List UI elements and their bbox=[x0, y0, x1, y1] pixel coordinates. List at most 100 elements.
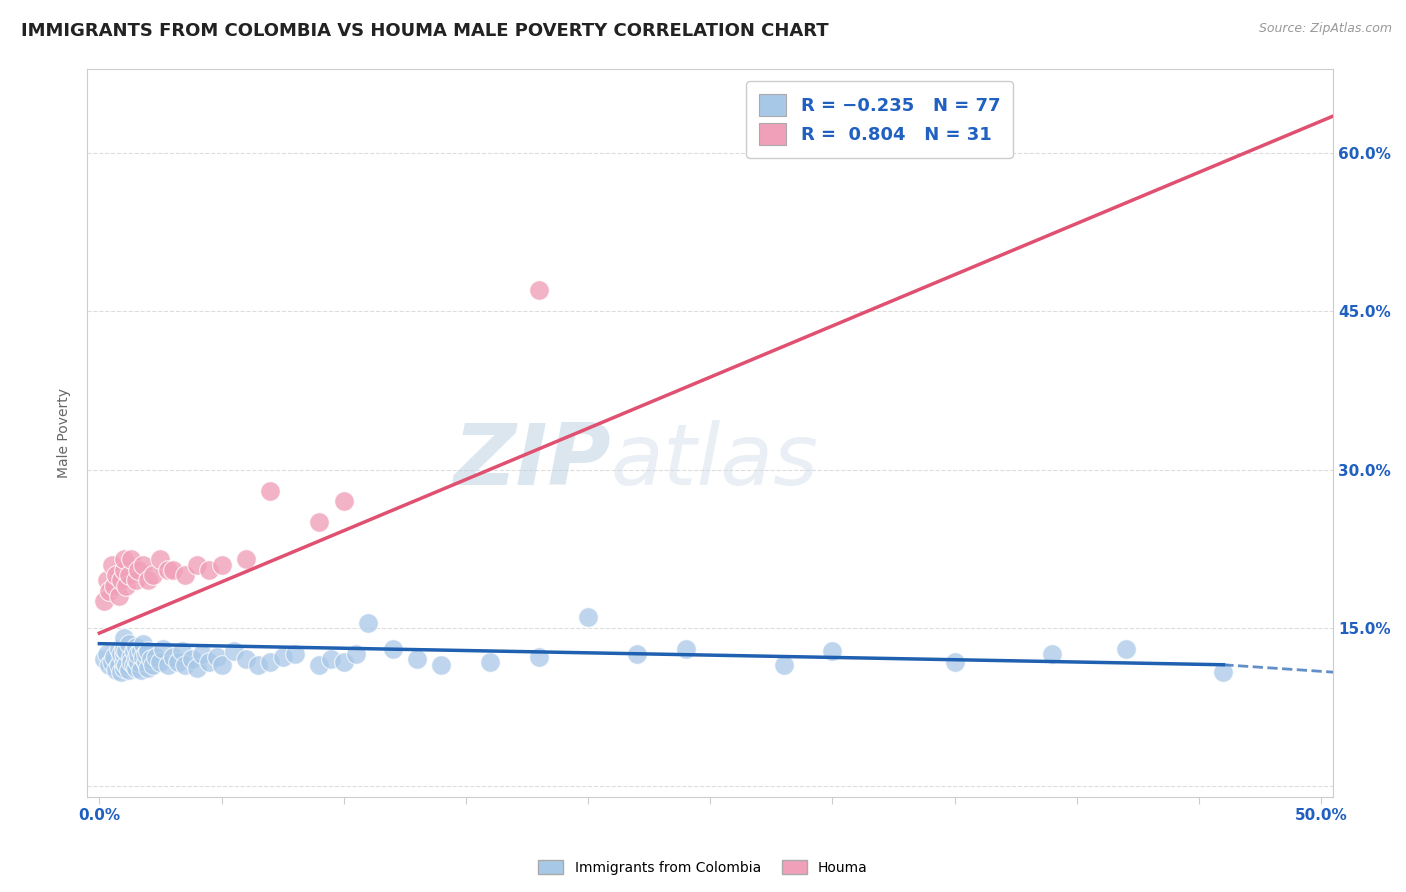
Point bbox=[173, 568, 195, 582]
Point bbox=[576, 610, 599, 624]
Text: IMMIGRANTS FROM COLOMBIA VS HOUMA MALE POVERTY CORRELATION CHART: IMMIGRANTS FROM COLOMBIA VS HOUMA MALE P… bbox=[21, 22, 828, 40]
Point bbox=[527, 650, 550, 665]
Point bbox=[247, 657, 270, 672]
Point bbox=[122, 644, 145, 658]
Point bbox=[205, 650, 228, 665]
Y-axis label: Male Poverty: Male Poverty bbox=[58, 388, 72, 477]
Point bbox=[132, 558, 155, 572]
Point bbox=[173, 657, 195, 672]
Point bbox=[235, 552, 257, 566]
Point bbox=[821, 644, 844, 658]
Point bbox=[96, 574, 118, 588]
Point bbox=[110, 665, 132, 680]
Point bbox=[112, 661, 135, 675]
Point bbox=[191, 647, 214, 661]
Point bbox=[172, 644, 194, 658]
Point bbox=[115, 579, 138, 593]
Point bbox=[112, 632, 135, 646]
Point bbox=[108, 642, 131, 657]
Point bbox=[156, 563, 179, 577]
Point bbox=[115, 644, 138, 658]
Point bbox=[118, 568, 141, 582]
Point bbox=[198, 655, 221, 669]
Point bbox=[98, 583, 121, 598]
Point bbox=[357, 615, 380, 630]
Point bbox=[125, 661, 148, 675]
Point bbox=[271, 650, 294, 665]
Point bbox=[284, 647, 307, 661]
Text: Source: ZipAtlas.com: Source: ZipAtlas.com bbox=[1258, 22, 1392, 36]
Point bbox=[120, 655, 142, 669]
Point bbox=[156, 657, 179, 672]
Legend: R = −0.235   N = 77, R =  0.804   N = 31: R = −0.235 N = 77, R = 0.804 N = 31 bbox=[747, 81, 1012, 158]
Point bbox=[105, 663, 128, 677]
Point bbox=[186, 558, 208, 572]
Point bbox=[211, 657, 233, 672]
Point bbox=[186, 661, 208, 675]
Point bbox=[235, 652, 257, 666]
Point bbox=[321, 652, 343, 666]
Point bbox=[162, 650, 184, 665]
Point bbox=[118, 663, 141, 677]
Point bbox=[96, 647, 118, 661]
Point bbox=[110, 574, 132, 588]
Point bbox=[100, 558, 122, 572]
Point bbox=[112, 552, 135, 566]
Point bbox=[108, 657, 131, 672]
Point bbox=[127, 647, 149, 661]
Point bbox=[110, 647, 132, 661]
Point bbox=[198, 563, 221, 577]
Point bbox=[181, 652, 204, 666]
Point bbox=[115, 657, 138, 672]
Legend: Immigrants from Colombia, Houma: Immigrants from Colombia, Houma bbox=[533, 855, 873, 880]
Point bbox=[308, 516, 330, 530]
Point bbox=[332, 655, 354, 669]
Point bbox=[259, 483, 281, 498]
Point bbox=[479, 655, 502, 669]
Point bbox=[142, 657, 165, 672]
Point bbox=[103, 650, 125, 665]
Point bbox=[129, 644, 152, 658]
Point bbox=[93, 652, 115, 666]
Point bbox=[136, 661, 159, 675]
Point bbox=[344, 647, 367, 661]
Point bbox=[1115, 642, 1137, 657]
Point bbox=[112, 655, 135, 669]
Point bbox=[100, 655, 122, 669]
Point bbox=[135, 655, 157, 669]
Point bbox=[821, 136, 844, 150]
Point bbox=[332, 494, 354, 508]
Point bbox=[149, 655, 172, 669]
Point bbox=[125, 652, 148, 666]
Point bbox=[772, 657, 794, 672]
Point bbox=[120, 552, 142, 566]
Point bbox=[112, 642, 135, 657]
Text: atlas: atlas bbox=[610, 420, 818, 503]
Point bbox=[1040, 647, 1063, 661]
Point bbox=[127, 655, 149, 669]
Point bbox=[120, 650, 142, 665]
Point bbox=[430, 657, 453, 672]
Point bbox=[93, 594, 115, 608]
Point bbox=[142, 568, 165, 582]
Point bbox=[118, 637, 141, 651]
Point bbox=[527, 283, 550, 297]
Point bbox=[675, 642, 697, 657]
Point bbox=[132, 650, 155, 665]
Point bbox=[211, 558, 233, 572]
Point bbox=[162, 563, 184, 577]
Point bbox=[105, 568, 128, 582]
Point bbox=[406, 652, 429, 666]
Point bbox=[381, 642, 404, 657]
Point bbox=[166, 655, 188, 669]
Point bbox=[152, 642, 174, 657]
Point bbox=[136, 574, 159, 588]
Point bbox=[149, 552, 172, 566]
Point bbox=[943, 655, 966, 669]
Point bbox=[132, 637, 155, 651]
Point bbox=[103, 579, 125, 593]
Point bbox=[112, 563, 135, 577]
Point bbox=[127, 563, 149, 577]
Point bbox=[259, 655, 281, 669]
Point bbox=[308, 657, 330, 672]
